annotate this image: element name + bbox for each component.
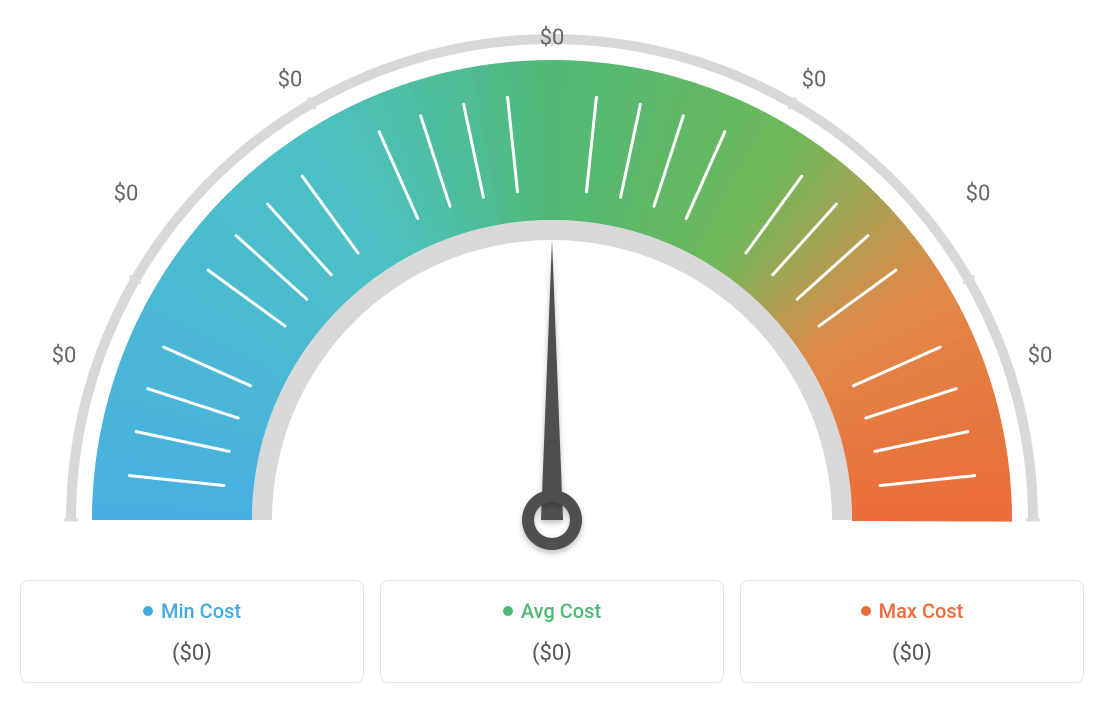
cost-gauge-container: $0 $0 $0 $0 $0 $0 $0 Min Cost ($0) Avg Cost ($… xyxy=(20,20,1084,683)
legend-title-max: Max Cost xyxy=(861,599,964,623)
gauge-tick-label: $0 xyxy=(966,182,991,207)
legend-card-min: Min Cost ($0) xyxy=(20,580,364,683)
legend-card-max: Max Cost ($0) xyxy=(740,580,1084,683)
legend-title-min: Min Cost xyxy=(143,599,241,623)
gauge-tick-label: $0 xyxy=(802,68,827,93)
legend-value-min: ($0) xyxy=(31,641,353,666)
legend-label-avg: Avg Cost xyxy=(521,599,601,623)
gauge-tick-label: $0 xyxy=(278,68,303,93)
gauge-tick-label: $0 xyxy=(52,344,77,369)
legend-dot-avg xyxy=(503,606,513,616)
legend-card-avg: Avg Cost ($0) xyxy=(380,580,724,683)
legend-value-avg: ($0) xyxy=(391,641,713,666)
legend-row: Min Cost ($0) Avg Cost ($0) Max Cost ($0… xyxy=(20,580,1084,683)
legend-label-max: Max Cost xyxy=(879,599,964,623)
legend-dot-min xyxy=(143,606,153,616)
legend-dot-max xyxy=(861,606,871,616)
gauge-chart: $0 $0 $0 $0 $0 $0 $0 xyxy=(20,20,1084,560)
gauge-tick-label: $0 xyxy=(540,26,565,51)
legend-value-max: ($0) xyxy=(751,641,1073,666)
gauge-svg xyxy=(20,20,1084,560)
legend-title-avg: Avg Cost xyxy=(503,599,601,623)
gauge-tick-label: $0 xyxy=(114,182,139,207)
legend-label-min: Min Cost xyxy=(161,599,241,623)
gauge-tick-label: $0 xyxy=(1028,344,1053,369)
